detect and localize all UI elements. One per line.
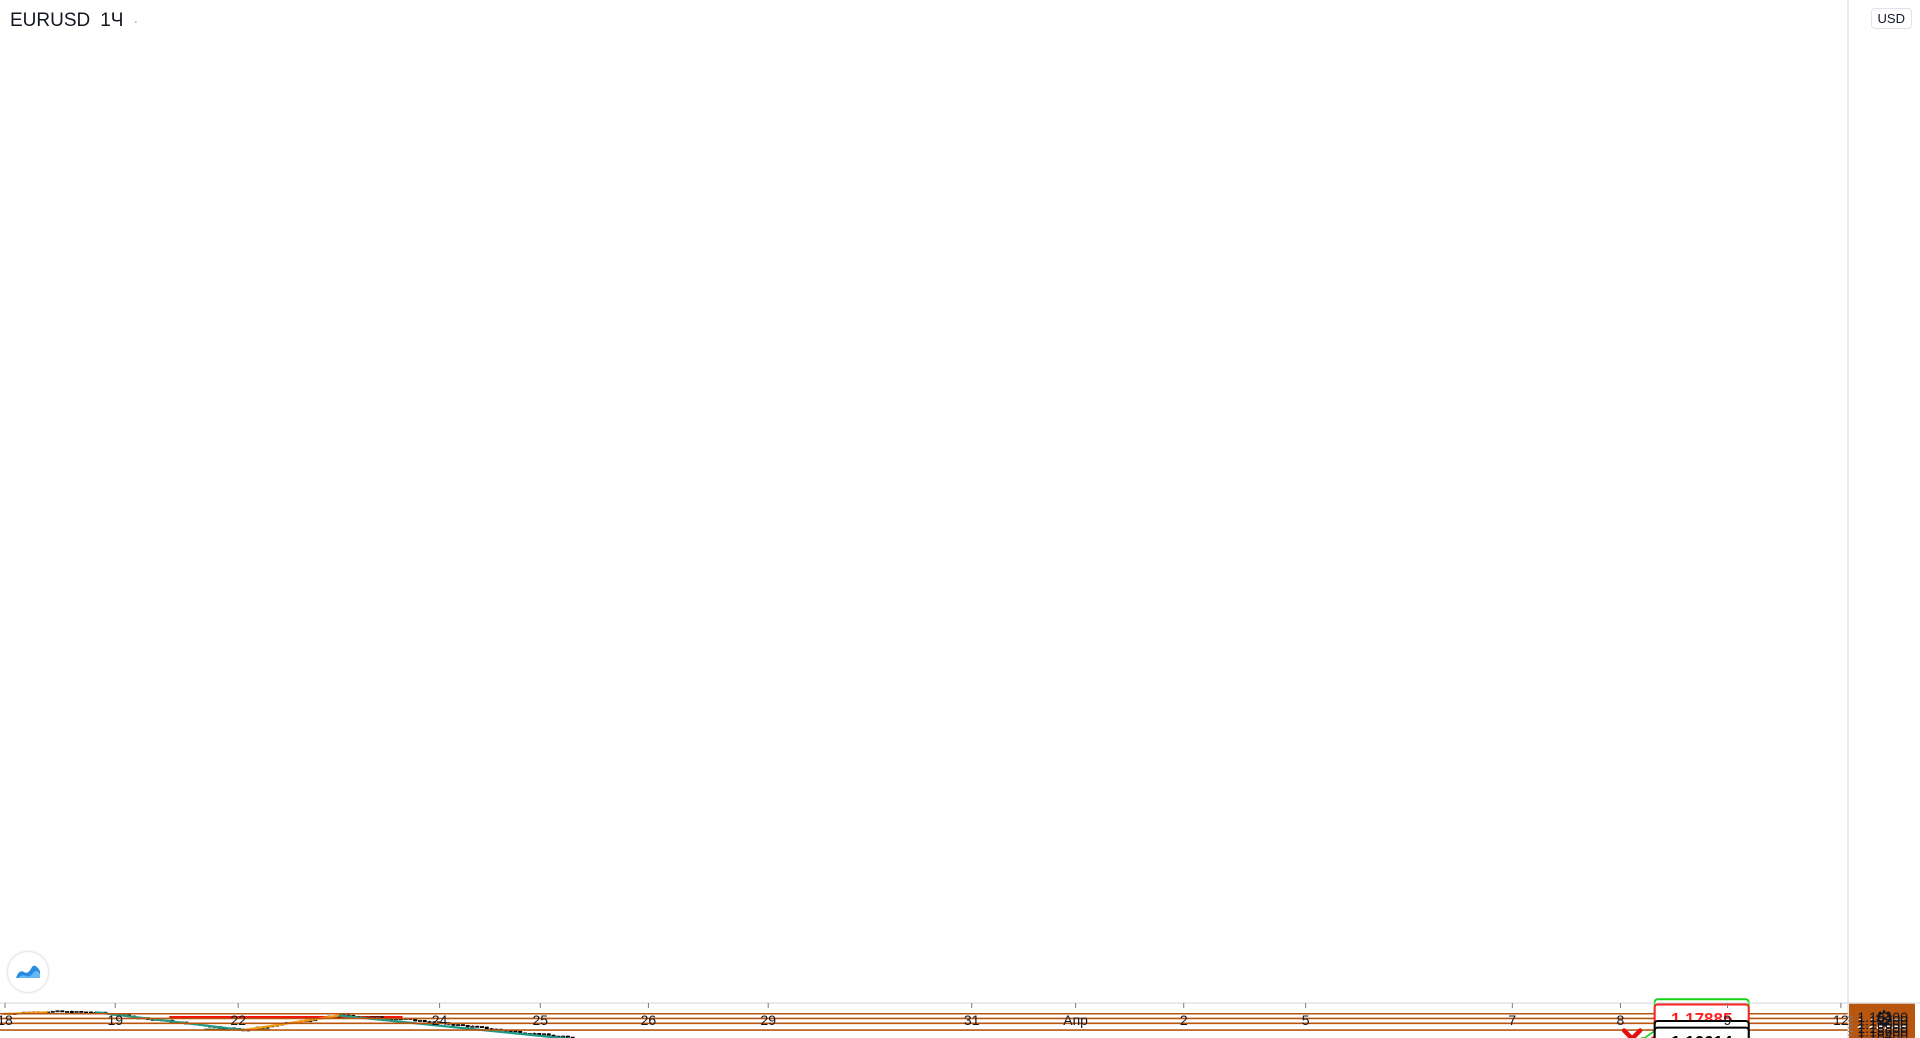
price-tick-label: 1.19400 (1857, 1009, 1908, 1025)
price-tick-label: 1.18600 (1857, 1024, 1908, 1038)
candle-body (513, 1030, 518, 1033)
target-box[interactable] (1653, 1026, 1750, 1038)
candle-body (542, 1033, 547, 1036)
candle-body (470, 1025, 475, 1028)
candle-body (422, 1019, 427, 1023)
candle-body (50, 1010, 55, 1013)
time-tick-label: 18 (0, 1012, 13, 1028)
time-tick-label: 2 (1180, 1012, 1188, 1028)
impulse-wave-line (94, 1011, 244, 1032)
invalidation-cross-icon (1621, 1028, 1643, 1038)
price-tick-label: 1.19000 (1857, 1016, 1908, 1032)
symbol-name: EURUSD (10, 10, 91, 31)
legend-more-icon[interactable]: · (133, 13, 139, 29)
candle-body (417, 1019, 422, 1022)
candle-body (84, 1011, 89, 1014)
price-tick-label: 1.18000 (1857, 1034, 1908, 1038)
time-tick-label: 5 (1302, 1012, 1310, 1028)
gear-icon[interactable]: ⚙ (1874, 1006, 1894, 1031)
time-tick-label: 25 (533, 1012, 549, 1028)
price-tick-label: 1.19200 (1857, 1013, 1908, 1029)
symbol-legend[interactable]: EURUSD 1Ч · (4, 8, 145, 34)
target-label: 1.16614 (1671, 1033, 1733, 1038)
candle-body (88, 1011, 93, 1014)
candle-body (546, 1033, 551, 1036)
candle-body (79, 1010, 84, 1013)
candle-body (370, 1016, 375, 1019)
time-tick-label: 29 (760, 1012, 776, 1028)
time-tick-label: 9 (1724, 1012, 1732, 1028)
currency-button[interactable]: USD (1870, 8, 1912, 29)
candle-body (460, 1024, 465, 1027)
candle-body (456, 1024, 461, 1027)
price-level-tag (1849, 1034, 1915, 1038)
candle-body (565, 1035, 570, 1038)
price-tick-label: 1.18400 (1857, 1027, 1908, 1038)
time-tick-label: 26 (641, 1012, 657, 1028)
candle-body (465, 1025, 470, 1028)
candle-body (375, 1016, 380, 1019)
tradingview-logo-icon[interactable] (8, 952, 48, 992)
time-tick-label: 19 (107, 1012, 123, 1028)
interval-label: 1Ч (100, 10, 124, 31)
time-tick-label: 31 (964, 1012, 980, 1028)
time-tick-label: 8 (1617, 1012, 1625, 1028)
time-tick-label: 24 (432, 1012, 448, 1028)
supply-zone (169, 1016, 403, 1019)
time-tick-label: 12 (1833, 1012, 1849, 1028)
candle-body (60, 1010, 65, 1013)
price-level-value: 1.17885 (1857, 1037, 1908, 1038)
price-tick-label: 1.18800 (1857, 1020, 1908, 1036)
candle-body (55, 1010, 60, 1013)
impulse-wave-line (338, 1014, 572, 1038)
candle-body (561, 1035, 566, 1038)
candle-body (484, 1026, 489, 1030)
candle-body (451, 1023, 456, 1026)
candle-body (65, 1010, 70, 1013)
candle-body (475, 1025, 480, 1028)
candle-body (479, 1026, 484, 1028)
candle-body (69, 1010, 74, 1014)
time-tick-label: 22 (230, 1012, 246, 1028)
candle-body (508, 1030, 513, 1033)
candle-body (74, 1010, 79, 1014)
price-level-tag (1849, 1029, 1915, 1038)
time-tick-label: Апр (1063, 1012, 1088, 1028)
time-tick-label: 7 (1508, 1012, 1516, 1028)
